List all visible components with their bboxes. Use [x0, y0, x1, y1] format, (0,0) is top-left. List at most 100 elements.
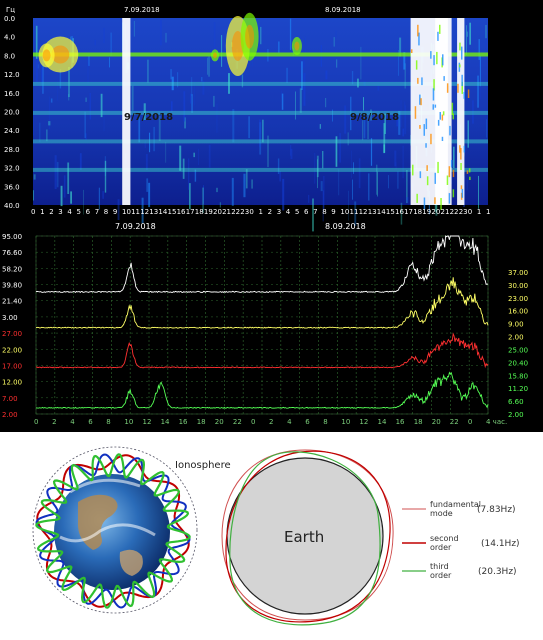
spectrogram-noise-mark	[402, 128, 405, 137]
spectrogram-noise-mark	[339, 133, 341, 163]
spectrogram-noise-mark	[464, 148, 465, 157]
spectrogram-noise-mark	[231, 177, 234, 206]
x-tick-label: 20	[432, 418, 441, 426]
x-tick-label: 0	[468, 208, 472, 216]
x-tick-label: 7	[313, 208, 317, 216]
y-tick-label: 0.0	[4, 15, 15, 23]
y-tick-label: 8.0	[4, 52, 15, 60]
x-tick-label: 2	[52, 418, 56, 426]
spectrogram-noise-mark	[376, 164, 378, 195]
y-tick-label: 28.0	[4, 146, 20, 154]
spectrogram-noise-mark	[103, 27, 105, 44]
spectrogram-noise-mark	[404, 63, 406, 89]
spectrogram-noise-mark	[325, 70, 328, 80]
y-tick-label: 40.0	[4, 202, 20, 210]
spectrogram-noise-mark	[467, 120, 469, 148]
left-tick-label: 12.00	[2, 379, 22, 387]
legend-name: third order	[430, 562, 452, 580]
spectrogram-noise-mark	[145, 154, 148, 170]
spectrogram-noise-mark	[232, 109, 235, 143]
spectrogram-noise-mark	[466, 25, 467, 55]
x-tick-label: 14	[158, 208, 167, 216]
spectrogram-noise-mark	[395, 161, 397, 170]
spectrogram-noise-mark	[289, 18, 292, 50]
spectrogram-noise-mark	[41, 57, 43, 86]
x-tick-label: 13	[149, 208, 158, 216]
spectrogram-noise-mark	[299, 88, 302, 113]
spectrogram-noise-mark	[290, 148, 293, 159]
spectrogram-noise-mark	[213, 22, 216, 53]
x-tick-label: 17	[186, 208, 195, 216]
spectrogram-noise-mark	[332, 109, 333, 122]
spectrogram-noise-mark	[351, 71, 354, 85]
spectrogram-noise-mark	[383, 123, 386, 153]
spectrogram-noise-mark	[439, 24, 441, 34]
x-tick-label: 1	[486, 208, 490, 216]
spectrogram-noise-mark	[466, 170, 469, 174]
spectrogram-noise-mark	[228, 73, 230, 94]
spectrogram-noise-mark	[360, 46, 362, 80]
right-tick-label: 23.00	[508, 295, 528, 303]
spectrogram-noise-mark	[314, 153, 316, 184]
x-tick-label: 19	[422, 208, 431, 216]
spectrogram-noise-mark	[400, 202, 403, 225]
legend-value: (20.3Hz)	[478, 567, 517, 577]
saturation-bar	[122, 18, 131, 205]
x-tick-label: 21	[222, 208, 231, 216]
x-tick-label: 20	[431, 208, 440, 216]
spectrogram-noise-mark	[459, 64, 461, 68]
spectrogram-noise-mark	[478, 175, 479, 209]
spectrogram-noise-mark	[46, 129, 48, 142]
x-tick-label: 18	[414, 418, 423, 426]
spectrogram-noise-mark	[437, 161, 439, 174]
spectrogram-noise-mark	[398, 111, 401, 135]
spectrogram-noise-mark	[103, 111, 105, 131]
spectrogram-noise-mark	[377, 85, 380, 91]
spectrogram-noise-mark	[182, 158, 185, 179]
spectrogram-noise-mark	[216, 187, 218, 193]
spectrogram-noise-mark	[347, 132, 349, 146]
spectrogram-noise-mark	[286, 67, 288, 83]
right-tick-label: 6.60	[508, 398, 524, 406]
spectrogram-noise-mark	[39, 122, 41, 143]
spectrogram-noise-mark	[388, 175, 389, 189]
x-tick-label: 4	[287, 418, 292, 426]
spectrogram-noise-mark	[83, 189, 84, 215]
spectrogram-noise-mark	[466, 179, 468, 191]
x-tick-label: 4 час.	[486, 418, 507, 426]
spectrogram-noise-mark	[37, 64, 39, 69]
spectrogram-noise-mark	[241, 74, 244, 88]
left-tick-label: 76.60	[2, 249, 22, 257]
x-tick-label: 3	[58, 208, 62, 216]
spectrogram-noise-mark	[304, 36, 306, 60]
spectrogram-noise-mark	[430, 133, 432, 145]
spectrogram-noise-mark	[377, 171, 378, 197]
spectrogram-noise-mark	[463, 145, 466, 153]
resonance-band	[33, 110, 488, 115]
y-tick-label: 4.0	[4, 34, 15, 42]
x-tick-label: 12	[143, 418, 152, 426]
spectrogram-noise-mark	[441, 136, 444, 141]
x-tick-label: 6	[86, 208, 91, 216]
spectrogram-noise-mark	[406, 197, 409, 203]
right-tick-label: 2.00	[508, 411, 524, 419]
spectrogram-noise-mark	[188, 158, 190, 190]
left-tick-label: 2.00	[2, 411, 18, 419]
x-tick-label: 14	[378, 418, 387, 426]
spectrogram-noise-mark	[158, 115, 161, 142]
spectrogram-noise-mark	[221, 35, 223, 67]
spectrogram-noise-mark	[348, 190, 349, 221]
spectrogram-noise-mark	[437, 31, 439, 41]
spectrogram-noise-mark	[358, 158, 361, 189]
spectrogram-noise-mark	[183, 91, 186, 122]
spectrogram-noise-mark	[153, 126, 155, 152]
spectrogram-noise-mark	[251, 179, 253, 189]
spectrogram-noise-mark	[453, 146, 455, 168]
spectrogram-noise-mark	[198, 148, 199, 166]
spectrogram-noise-mark	[89, 92, 91, 120]
x-tick-label: 2	[268, 208, 272, 216]
x-tick-label: 8	[323, 418, 327, 426]
continent-shape-2	[119, 549, 143, 576]
spectrogram-noise-mark	[352, 179, 353, 200]
spectrogram-noise-mark	[98, 187, 100, 210]
